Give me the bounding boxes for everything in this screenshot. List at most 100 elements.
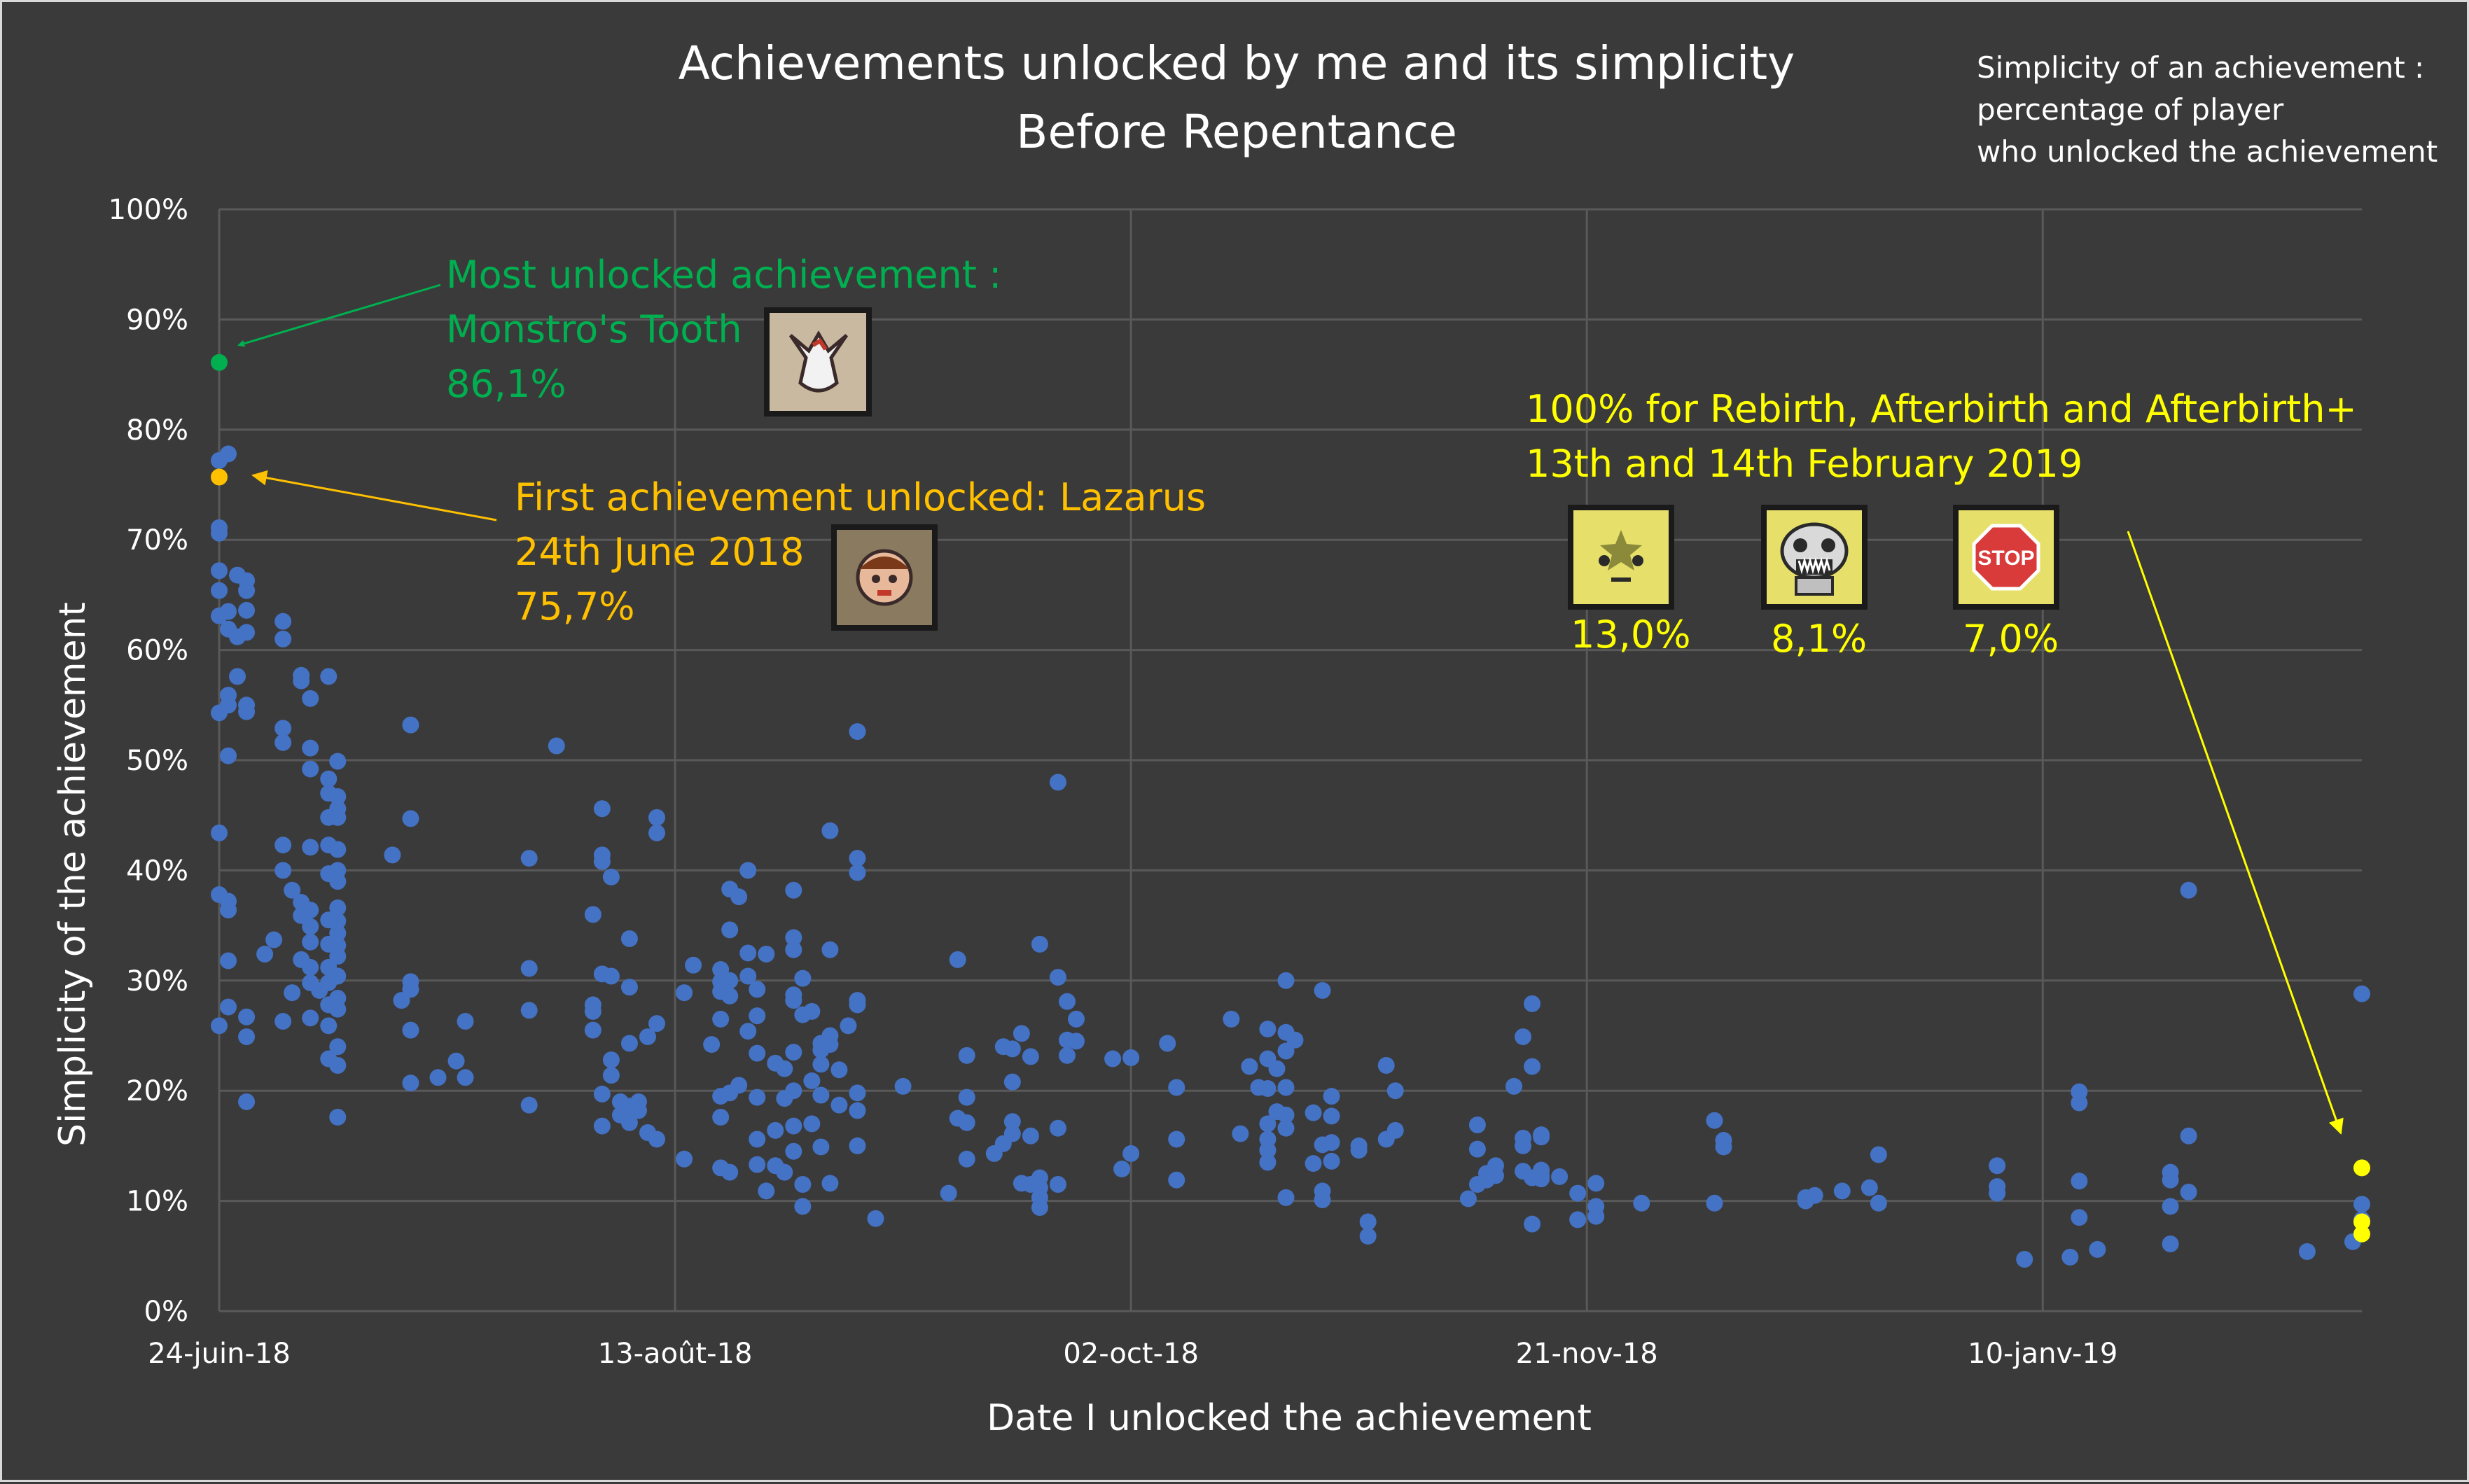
data-point: [1350, 1142, 1368, 1159]
data-point: [1168, 1130, 1185, 1148]
data-point: [785, 1142, 802, 1160]
data-point: [274, 720, 292, 737]
data-point: [739, 862, 757, 879]
data-point: [2180, 1184, 2197, 1201]
data-point: [1314, 981, 1331, 999]
data-point: [2353, 1213, 2370, 1231]
data-point: [620, 930, 638, 947]
data-point: [1259, 1142, 1277, 1159]
data-point: [1022, 1127, 1039, 1144]
data-point: [1259, 1080, 1277, 1098]
data-point: [1314, 1191, 1331, 1209]
data-point: [2353, 1159, 2370, 1177]
data-point: [1989, 1157, 2006, 1175]
most-unlocked-arrow: [237, 284, 441, 347]
data-point: [220, 696, 237, 714]
data-point: [1569, 1184, 1587, 1202]
data-point: [1003, 1125, 1021, 1142]
data-point: [320, 1017, 338, 1035]
data-point: [220, 603, 237, 620]
data-point: [830, 1096, 848, 1114]
data-point: [721, 972, 739, 989]
data-point: [712, 1010, 730, 1028]
data-point: [1359, 1227, 1377, 1245]
data-point: [2180, 1127, 2197, 1144]
data-point: [1277, 1042, 1295, 1060]
data-point: [739, 1023, 757, 1040]
data-point: [329, 1056, 347, 1074]
data-point: [238, 582, 256, 599]
data-point: [803, 1002, 821, 1020]
note-line-1: Simplicity of an achievement :: [1977, 50, 2424, 85]
data-point: [211, 354, 228, 371]
y-tick-label: 20%: [126, 1075, 188, 1107]
data-point: [1049, 1119, 1066, 1137]
data-point: [1706, 1112, 1723, 1129]
data-point: [1277, 1106, 1295, 1124]
data-point: [1068, 1010, 1085, 1028]
data-point: [1468, 1140, 1486, 1158]
data-point: [776, 1060, 793, 1077]
data-point: [602, 868, 620, 886]
data-point: [593, 800, 611, 818]
data-point: [676, 984, 693, 1002]
data-point: [329, 1000, 347, 1018]
data-point: [602, 1051, 620, 1069]
data-point: [329, 1038, 347, 1056]
y-tick-label: 30%: [126, 965, 188, 997]
data-point: [1587, 1175, 1605, 1192]
data-point: [703, 1036, 721, 1054]
skull-monster-icon: [1761, 505, 1868, 610]
data-point: [302, 918, 319, 935]
data-point: [593, 1085, 611, 1102]
data-point: [849, 864, 866, 881]
data-point: [1468, 1116, 1486, 1133]
data-point: [520, 960, 538, 977]
data-point: [821, 941, 839, 958]
data-point: [211, 468, 228, 486]
data-point: [1569, 1211, 1587, 1228]
data-point: [1305, 1155, 1322, 1172]
data-point: [329, 841, 347, 858]
data-point: [849, 723, 866, 741]
x-axis-title: Date I unlocked the achievement: [987, 1397, 1592, 1439]
data-point: [749, 1044, 766, 1062]
data-point: [721, 921, 739, 939]
data-point: [1515, 1137, 1532, 1154]
data-point: [803, 1072, 821, 1090]
data-point: [520, 850, 538, 867]
data-point: [676, 1150, 693, 1168]
y-tick-label: 90%: [126, 304, 188, 336]
data-point: [620, 1114, 638, 1131]
data-point: [2353, 985, 2370, 1002]
most-unlocked-label: Most unlocked achievement :: [446, 253, 1001, 297]
data-point: [1259, 1021, 1277, 1038]
data-point: [211, 524, 228, 542]
data-point: [1870, 1146, 1887, 1163]
data-point: [1323, 1134, 1340, 1152]
data-point: [593, 1117, 611, 1135]
data-point: [1587, 1208, 1605, 1225]
data-point: [2162, 1198, 2179, 1215]
data-point: [2162, 1171, 2179, 1189]
data-point: [329, 948, 347, 965]
data-point: [821, 1175, 839, 1192]
data-point: [712, 1108, 730, 1126]
data-point: [821, 822, 839, 839]
data-point: [1323, 1152, 1340, 1170]
data-point: [2071, 1209, 2088, 1226]
data-point: [1715, 1138, 1732, 1156]
data-point: [302, 690, 319, 707]
data-point: [648, 824, 666, 841]
data-point: [211, 1017, 228, 1035]
data-point: [639, 1028, 656, 1046]
data-point: [785, 881, 802, 899]
data-point: [1113, 1160, 1131, 1177]
most-unlocked-annotation: Most unlocked achievement : Monstro's To…: [237, 253, 1001, 416]
data-point: [2180, 881, 2197, 899]
data-point: [949, 951, 966, 968]
lazarus-icon: [831, 524, 938, 631]
data-point: [238, 1093, 256, 1110]
